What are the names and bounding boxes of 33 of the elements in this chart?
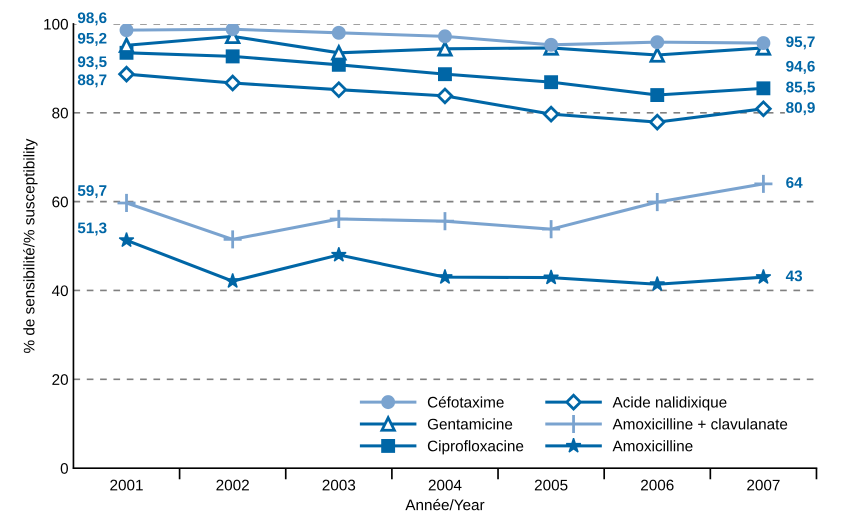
data-label: 95,7 (786, 36, 815, 50)
legend-label: Acide nalidixique (612, 396, 726, 411)
data-label: 94,6 (786, 60, 815, 74)
data-label: 85,5 (786, 82, 815, 95)
y-tick-label: 60 (52, 196, 68, 208)
data-label: 64 (786, 177, 803, 188)
x-tick-label: 2003 (322, 480, 356, 490)
legend-label: Amoxicilline + clavulanate (612, 418, 788, 430)
y-axis-title: % de sensibilité/% susceptibility (23, 138, 38, 353)
legend-label: Amoxicilline (612, 440, 692, 452)
y-tick-label: 0 (60, 463, 68, 474)
y-tick-label: 20 (52, 374, 68, 385)
y-tick-label: 80 (52, 108, 68, 118)
data-label: 80,9 (786, 102, 815, 116)
x-axis-title: Année/Year (405, 498, 484, 510)
data-label: 88,7 (78, 74, 106, 88)
legend-label: Gentamicine (428, 418, 512, 430)
y-tick-label: 40 (52, 285, 68, 296)
data-label: 43 (786, 270, 802, 282)
x-tick-label: 2005 (534, 480, 568, 490)
x-tick-label: 2001 (110, 480, 143, 490)
x-tick-label: 2004 (428, 480, 462, 490)
data-label: 98,6 (78, 12, 107, 26)
data-label: 51,3 (78, 222, 107, 236)
x-tick-label: 2007 (747, 480, 780, 490)
data-label: 95,2 (78, 32, 106, 46)
data-label: 59,7 (78, 185, 106, 198)
x-tick-label: 2002 (216, 480, 249, 490)
legend-label: Céfotaxime (428, 396, 504, 408)
x-tick-label: 2006 (641, 480, 674, 490)
y-tick-label: 100 (44, 18, 68, 30)
data-label: 93,5 (78, 56, 107, 70)
legend-label: Ciprofloxacine (428, 440, 524, 454)
